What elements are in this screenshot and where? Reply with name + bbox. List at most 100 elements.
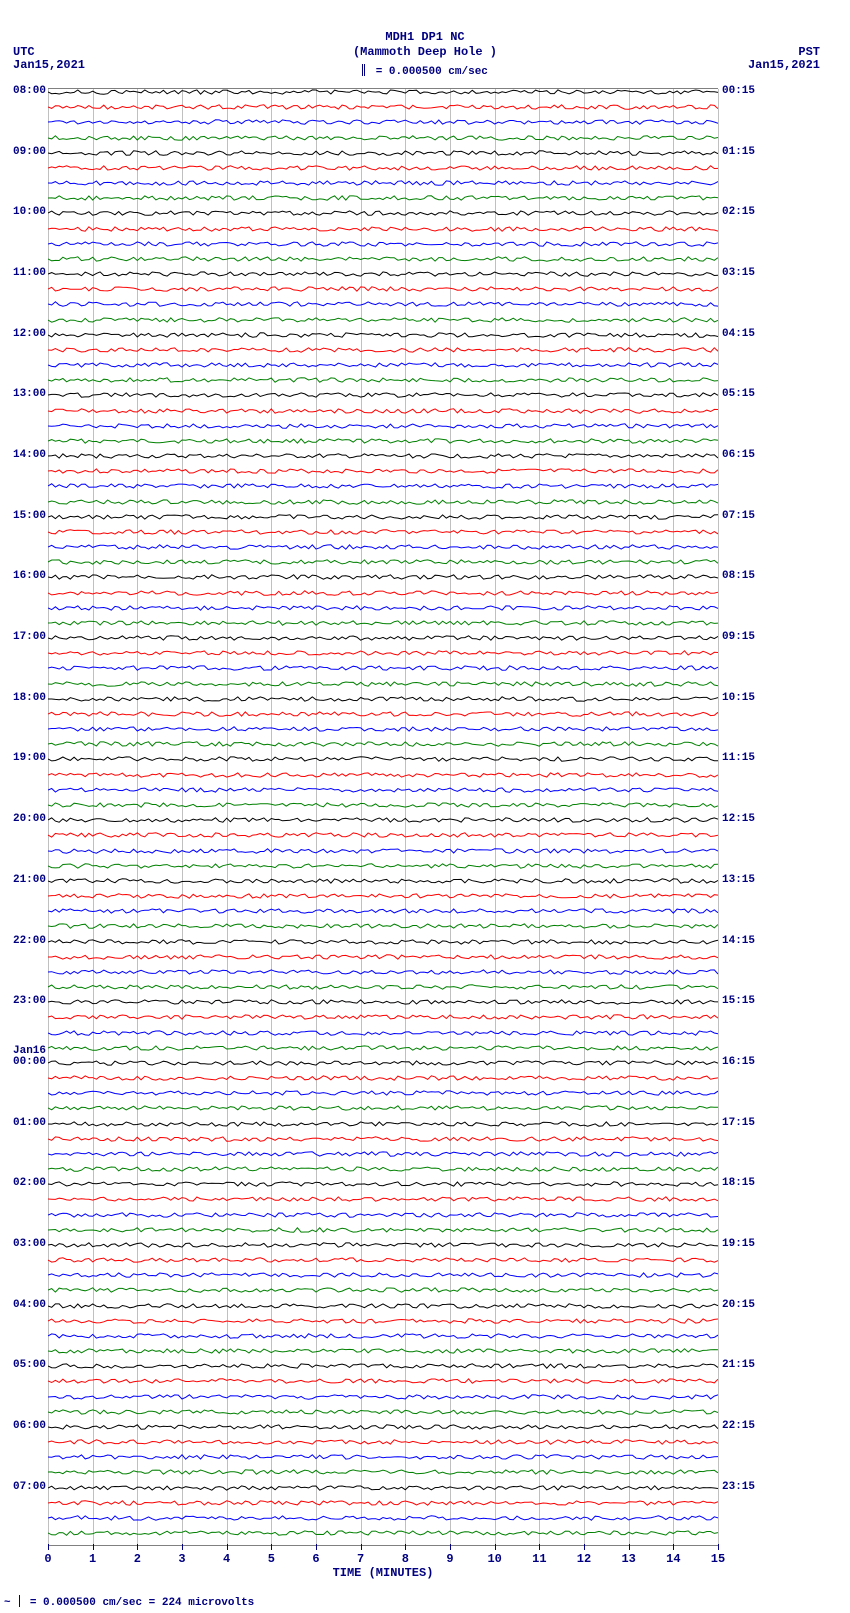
seismic-trace [48, 1392, 718, 1402]
utc-time-label: 08:00 [4, 85, 46, 97]
pst-time-label: 13:15 [722, 874, 755, 886]
x-tick-label: 9 [446, 1552, 453, 1566]
seismic-trace [48, 1285, 718, 1295]
seismic-trace [48, 315, 718, 325]
x-tick [495, 1544, 496, 1550]
x-tick-label: 2 [134, 1552, 141, 1566]
utc-time-label: 13:00 [4, 388, 46, 400]
seismic-trace [48, 390, 718, 400]
x-tick [182, 1544, 183, 1550]
seismic-trace [48, 1073, 718, 1083]
seismic-trace [48, 481, 718, 491]
seismic-trace [48, 648, 718, 658]
seismic-trace [48, 284, 718, 294]
seismic-trace [48, 1361, 718, 1371]
x-tick-label: 15 [711, 1552, 725, 1566]
seismic-trace [48, 512, 718, 522]
seismic-trace [48, 1422, 718, 1432]
pst-time-label: 16:15 [722, 1056, 755, 1068]
seismic-trace [48, 1058, 718, 1068]
seismic-trace [48, 527, 718, 537]
x-tick [316, 1544, 317, 1550]
utc-time-label: 05:00 [4, 1359, 46, 1371]
utc-time-label: 23:00 [4, 995, 46, 1007]
utc-time-label: 18:00 [4, 692, 46, 704]
seismic-trace [48, 1103, 718, 1113]
utc-time-label: 01:00 [4, 1117, 46, 1129]
plot-area [48, 88, 718, 1546]
utc-time-label: 17:00 [4, 631, 46, 643]
seismic-trace [48, 117, 718, 127]
pst-time-label: 03:15 [722, 267, 755, 279]
seismic-trace [48, 254, 718, 264]
utc-time-label: 07:00 [4, 1481, 46, 1493]
x-tick-label: 10 [487, 1552, 501, 1566]
seismic-trace [48, 224, 718, 234]
seismic-trace [48, 967, 718, 977]
utc-time-label: 00:00 [4, 1056, 46, 1068]
pst-time-label: 17:15 [722, 1117, 755, 1129]
seismic-trace [48, 163, 718, 173]
pst-time-label: 11:15 [722, 752, 755, 764]
seismic-trace [48, 815, 718, 825]
seismic-trace [48, 330, 718, 340]
utc-time-label: 22:00 [4, 935, 46, 947]
x-tick-label: 8 [402, 1552, 409, 1566]
seismogram-container: MDH1 DP1 NC (Mammoth Deep Hole ) = 0.000… [0, 0, 850, 1613]
x-tick [361, 1544, 362, 1550]
seismic-trace [48, 193, 718, 203]
seismic-trace [48, 1210, 718, 1220]
pst-time-label: 00:15 [722, 85, 755, 97]
pst-time-label: 01:15 [722, 146, 755, 158]
footer-prefix: ~ [4, 1597, 11, 1609]
seismic-trace [48, 497, 718, 507]
seismic-trace [48, 861, 718, 871]
seismic-trace [48, 451, 718, 461]
utc-time-label: 16:00 [4, 570, 46, 582]
seismic-trace [48, 633, 718, 643]
seismic-trace [48, 694, 718, 704]
seismic-trace [48, 1194, 718, 1204]
seismic-trace [48, 1513, 718, 1523]
seismic-trace [48, 148, 718, 158]
seismic-trace [48, 770, 718, 780]
seismic-trace [48, 1240, 718, 1250]
pst-time-label: 08:15 [722, 570, 755, 582]
utc-time-label: 20:00 [4, 813, 46, 825]
timezone-left: UTC [13, 45, 35, 59]
seismic-trace [48, 133, 718, 143]
seismic-trace [48, 876, 718, 886]
pst-time-label: 09:15 [722, 631, 755, 643]
x-tick-label: 14 [666, 1552, 680, 1566]
x-axis-title: TIME (MINUTES) [48, 1566, 718, 1580]
seismic-trace [48, 1346, 718, 1356]
seismic-trace [48, 1437, 718, 1447]
seismic-trace [48, 1467, 718, 1477]
pst-time-label: 18:15 [722, 1177, 755, 1189]
scale-indicator-top: = 0.000500 cm/sec [0, 65, 850, 78]
station-name: (Mammoth Deep Hole ) [0, 45, 850, 59]
seismic-trace [48, 299, 718, 309]
utc-time-label: 12:00 [4, 328, 46, 340]
seismic-trace [48, 178, 718, 188]
seismic-trace [48, 906, 718, 916]
seismic-trace [48, 1483, 718, 1493]
x-tick-label: 6 [312, 1552, 319, 1566]
seismic-trace [48, 588, 718, 598]
seismic-trace [48, 466, 718, 476]
x-tick [673, 1544, 674, 1550]
scale-label-top: = 0.000500 cm/sec [376, 66, 488, 78]
seismic-trace [48, 1376, 718, 1386]
timezone-right: PST [798, 45, 820, 59]
x-tick [584, 1544, 585, 1550]
seismic-trace [48, 754, 718, 764]
seismic-trace [48, 239, 718, 249]
utc-time-label: 14:00 [4, 449, 46, 461]
scale-bar-icon [362, 64, 365, 76]
seismic-trace [48, 1270, 718, 1280]
footer-bar-icon [19, 1595, 21, 1607]
seismic-trace [48, 663, 718, 673]
pst-time-label: 02:15 [722, 206, 755, 218]
seismic-trace [48, 1134, 718, 1144]
x-tick-label: 5 [268, 1552, 275, 1566]
